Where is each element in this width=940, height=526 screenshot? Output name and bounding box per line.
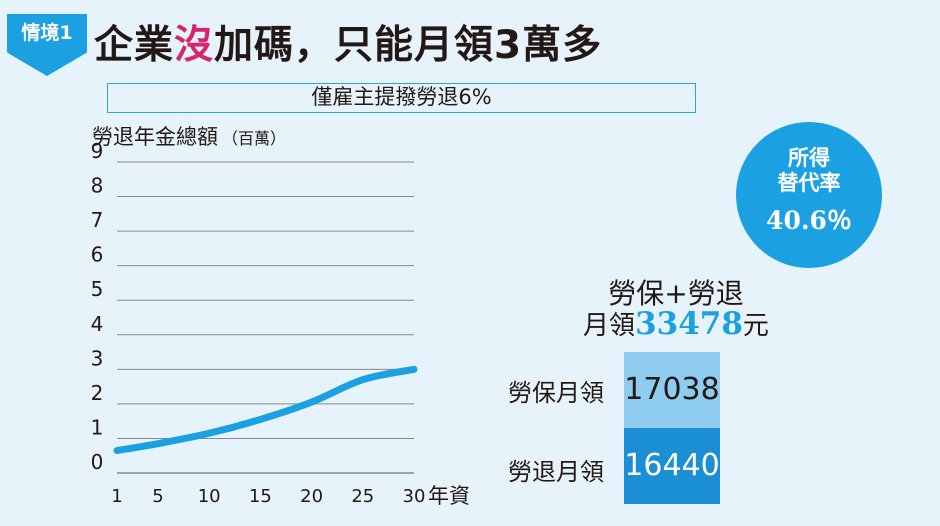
grid-lines (117, 161, 414, 474)
replacement-rate-label-line2: 替代率 (777, 171, 841, 195)
y-tick-label: 5 (91, 277, 104, 301)
y-axis-unit: （百萬） (222, 129, 287, 148)
y-tick-label: 2 (91, 381, 104, 405)
labor-pension-value: 16440 (624, 428, 720, 504)
y-tick-label: 4 (91, 312, 104, 336)
x-tick-label: 1 (111, 486, 122, 507)
labor-pension-label: 勞退月領 (508, 458, 604, 486)
x-tick-label: 5 (152, 486, 163, 507)
title-part-2: 加碼，只能月領3萬多 (214, 23, 603, 68)
y-tick-label: 3 (91, 346, 104, 370)
series-line (113, 365, 418, 455)
y-tick-label: 8 (91, 174, 104, 198)
x-tick-label: 15 (249, 486, 272, 507)
page-title: 企業沒加碼，只能月領3萬多 (94, 14, 602, 70)
scenario-tag-label: 情境1 (21, 22, 73, 44)
title-highlight: 沒 (174, 23, 215, 68)
replacement-rate-badge: 所得 替代率 40.6％ (736, 122, 882, 268)
combined-label: 勞保+勞退 (608, 277, 744, 310)
replacement-rate-label-line1: 所得 (788, 146, 830, 170)
x-tick-label: 25 (351, 486, 374, 507)
subtitle-box: 僅雇主提撥勞退6% (107, 83, 696, 113)
combined-total-value: 33478 (635, 306, 743, 342)
y-axis-title: 勞退年金總額 （百萬） (92, 121, 286, 151)
y-tick-labels: 0 1 2 3 4 5 6 7 8 9 (91, 139, 104, 474)
labor-insurance-label: 勞保月領 (508, 379, 604, 407)
y-tick-label: 0 (91, 450, 104, 474)
y-tick-label: 6 (91, 243, 104, 267)
y-tick-label: 9 (91, 139, 104, 163)
combined-suffix: 元 (742, 311, 769, 341)
combined-total: 月領33478元 (560, 305, 792, 342)
title-part-1: 企業 (94, 23, 175, 68)
x-tick-label: 20 (300, 486, 323, 507)
x-tick-label: 30 (403, 486, 426, 507)
y-tick-label: 7 (91, 208, 104, 232)
replacement-rate-label: 所得 替代率 (736, 146, 882, 196)
subtitle-text: 僅雇主提撥勞退6% (311, 85, 492, 109)
replacement-rate-value: 40.6％ (766, 206, 852, 235)
y-tick-label: 1 (91, 415, 104, 439)
y-axis-label: 勞退年金總額 (92, 125, 218, 149)
labor-insurance-value: 17038 (624, 352, 720, 428)
x-tick-labels: 1 5 10 15 20 25 30 (111, 486, 425, 507)
x-tick-label: 10 (198, 486, 221, 507)
series-layer (113, 365, 418, 455)
combined-prefix: 月領 (583, 311, 636, 341)
x-axis-title: 年資 (428, 484, 470, 508)
